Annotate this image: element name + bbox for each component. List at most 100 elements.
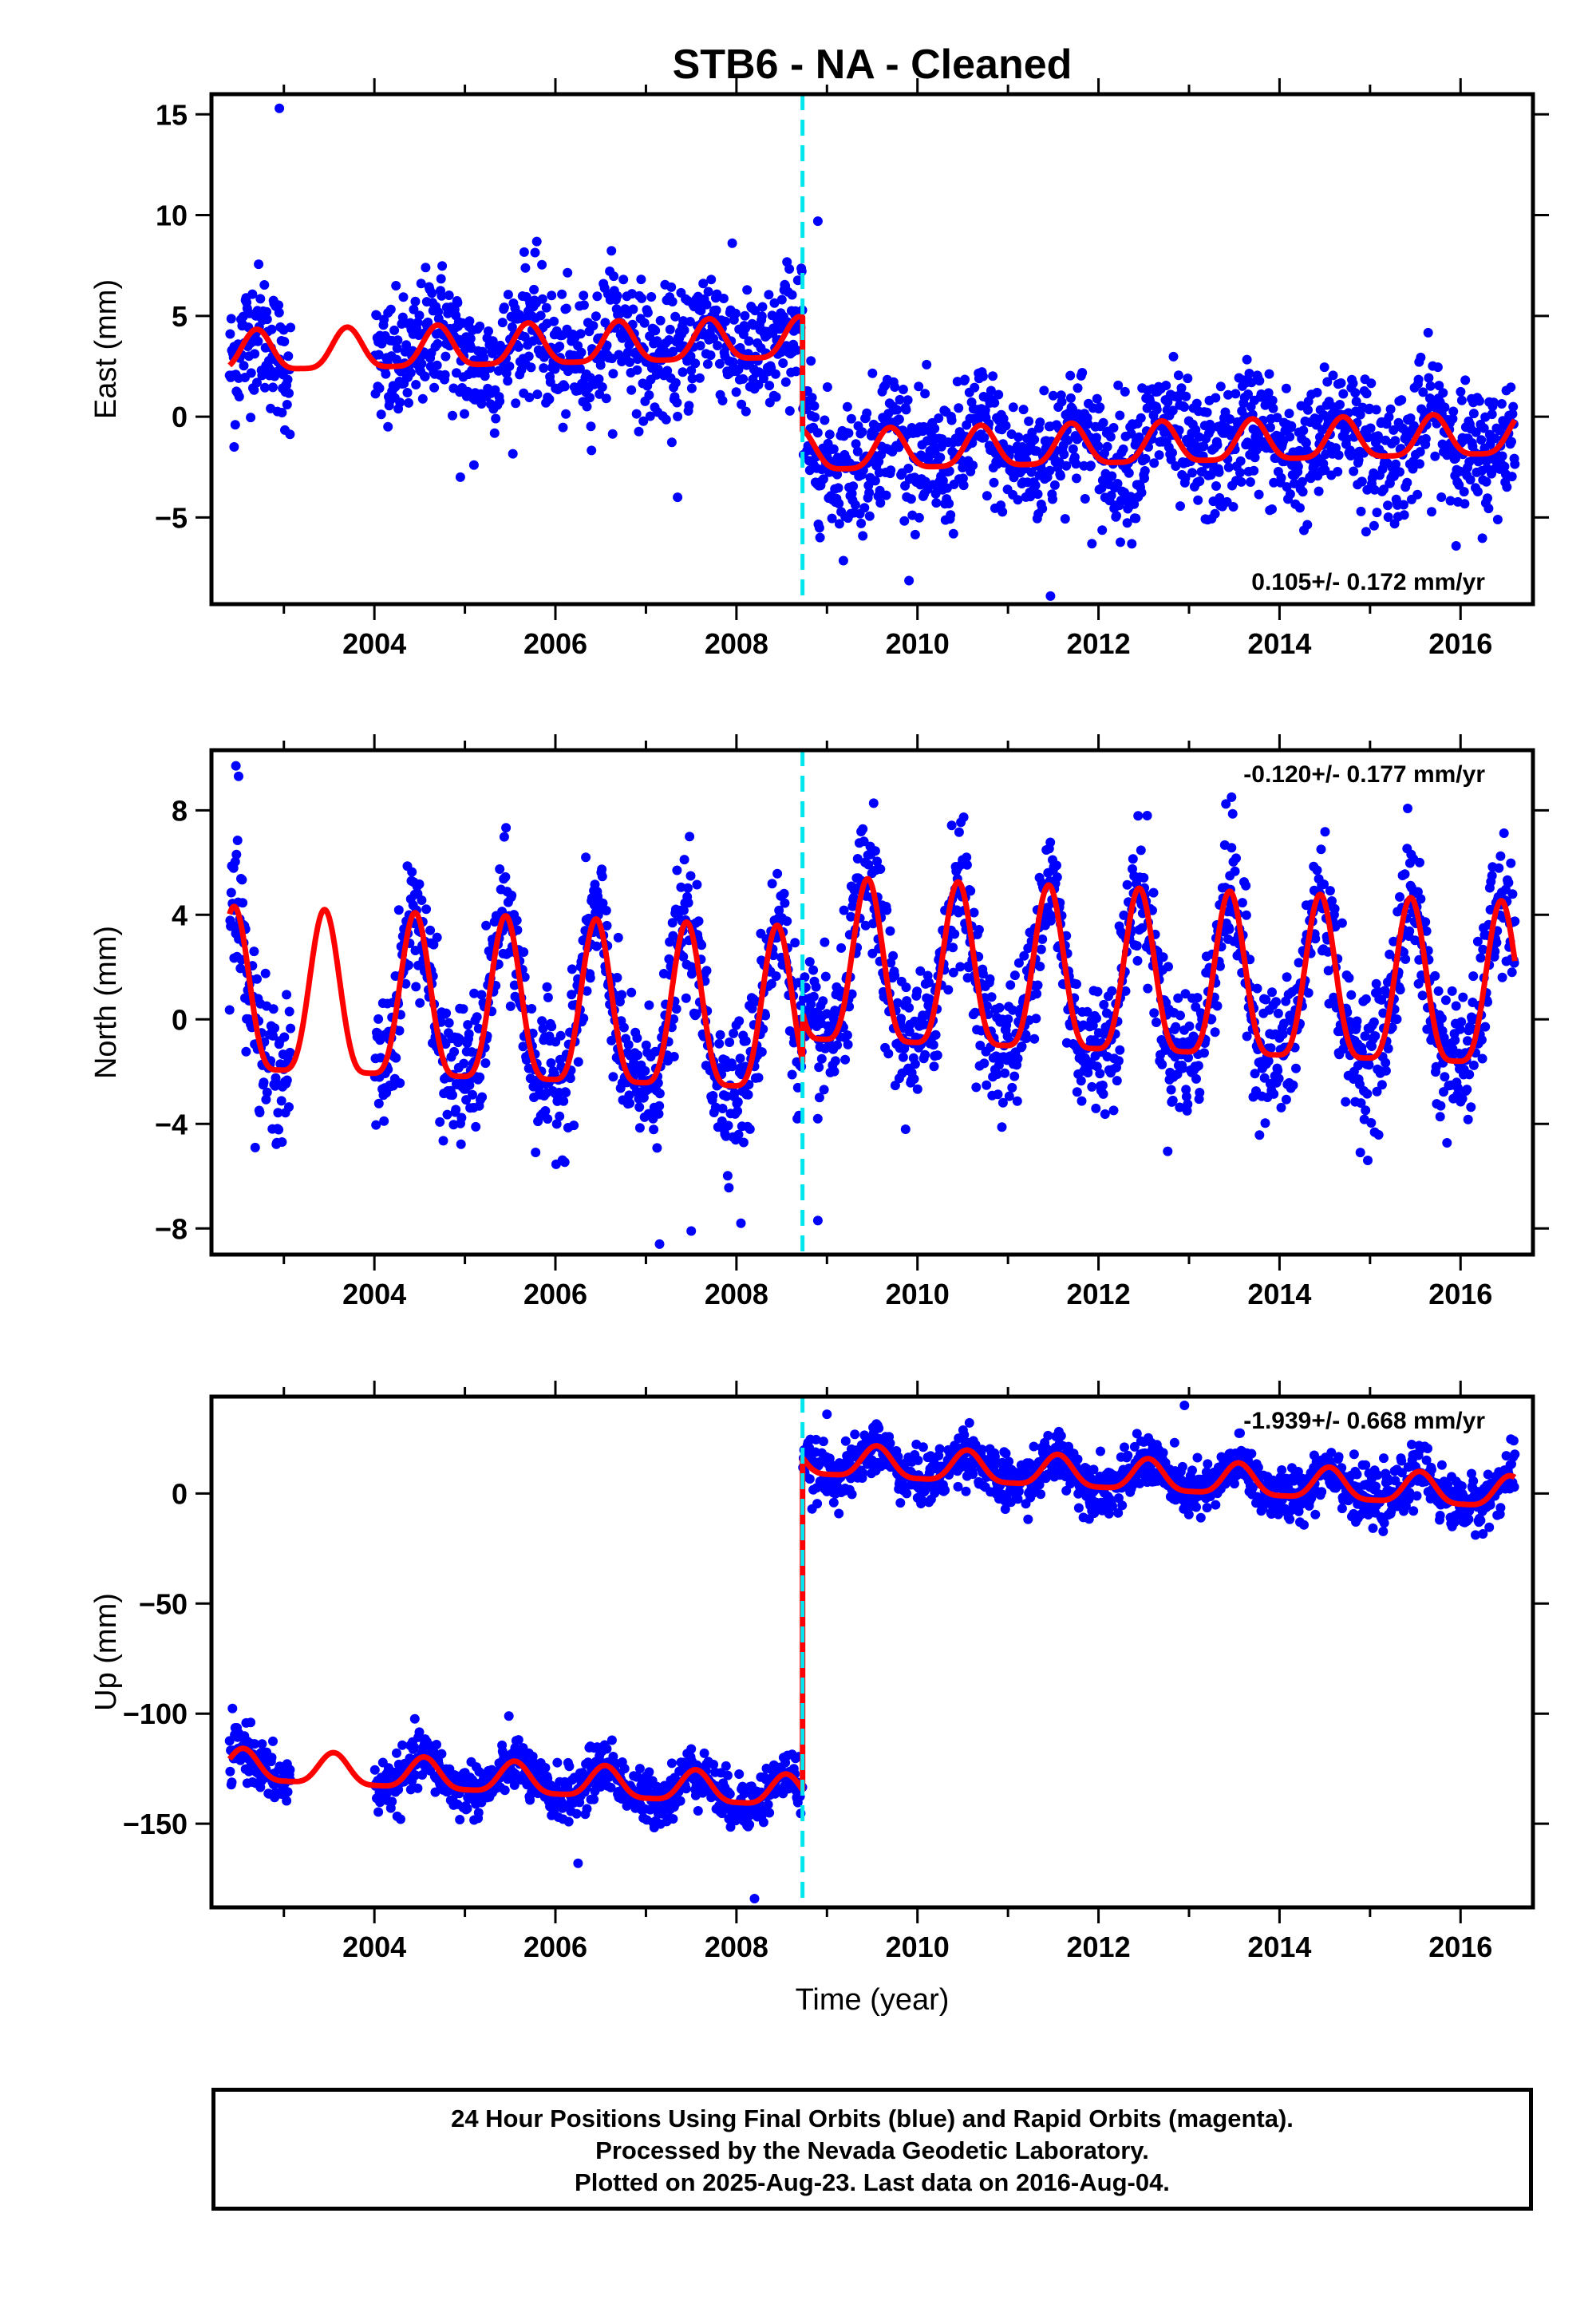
data-point [625, 357, 635, 367]
data-point [642, 307, 653, 318]
data-point [713, 341, 723, 350]
data-point [501, 823, 512, 833]
data-point [1059, 449, 1069, 460]
data-point [540, 1106, 551, 1116]
data-point [259, 1077, 269, 1088]
data-point [678, 905, 689, 915]
data-point [1369, 1017, 1379, 1027]
data-point [1033, 980, 1043, 990]
data-point [497, 318, 508, 328]
data-point [903, 464, 914, 473]
data-point [808, 965, 819, 975]
data-point [1273, 1065, 1283, 1076]
data-point [634, 1123, 645, 1133]
data-point [1337, 918, 1347, 928]
data-point [1378, 1008, 1389, 1018]
data-point [537, 259, 547, 270]
data-point [1291, 1063, 1301, 1073]
data-point [974, 925, 984, 935]
data-point [1383, 1043, 1393, 1053]
data-point [912, 1084, 922, 1094]
data-point [579, 290, 589, 301]
data-point [1436, 492, 1447, 502]
data-point [1490, 433, 1500, 444]
data-point [1468, 1060, 1479, 1070]
data-point [531, 1148, 541, 1157]
data-point [373, 1014, 384, 1024]
data-point [402, 388, 413, 397]
data-point [1140, 453, 1151, 464]
data-point [481, 920, 492, 931]
data-point [513, 1735, 523, 1745]
data-point [868, 798, 879, 808]
data-point [427, 288, 437, 298]
data-point [640, 1065, 650, 1076]
data-point [1250, 1069, 1260, 1079]
data-point [1440, 995, 1451, 1006]
data-point [948, 528, 958, 539]
data-point [1369, 484, 1380, 495]
data-point [573, 1057, 583, 1067]
data-point [1436, 1014, 1447, 1024]
outlier-point [275, 103, 285, 113]
data-point [537, 294, 547, 304]
data-point [586, 421, 596, 432]
data-point [495, 864, 505, 874]
outlier-point [455, 472, 465, 482]
data-point [904, 1026, 915, 1037]
data-point [792, 345, 802, 355]
data-point [1263, 1056, 1274, 1066]
data-point [770, 369, 780, 379]
data-point [561, 409, 571, 419]
data-points [224, 761, 1520, 1249]
data-point [1413, 374, 1424, 385]
data-point [1236, 476, 1246, 487]
data-point [1506, 382, 1516, 393]
data-point [1149, 1008, 1159, 1018]
data-point [1366, 1118, 1377, 1128]
data-point [1365, 423, 1376, 433]
data-point [1267, 987, 1277, 998]
data-point [1475, 396, 1484, 406]
data-point [909, 1074, 919, 1084]
data-point [780, 377, 791, 387]
data-point [458, 1004, 468, 1014]
data-point [567, 990, 577, 1000]
data-point [784, 264, 795, 274]
data-point [815, 532, 825, 543]
data-point [920, 476, 930, 487]
data-point [882, 905, 892, 915]
data-point [792, 275, 803, 286]
data-point [230, 420, 240, 430]
data-point [452, 298, 463, 308]
data-point [440, 370, 450, 380]
data-point [397, 1740, 408, 1750]
data-point [852, 854, 863, 864]
data-point [1442, 1138, 1452, 1148]
data-point [998, 1097, 1008, 1108]
data-point [944, 466, 954, 476]
data-point [934, 413, 944, 423]
data-point [1495, 851, 1506, 861]
data-point [1435, 1112, 1445, 1122]
data-point [268, 382, 278, 393]
data-point [898, 1052, 908, 1062]
data-point [282, 400, 292, 409]
data-point [559, 1157, 570, 1168]
data-point [585, 973, 595, 983]
data-point [852, 446, 863, 456]
data-point [971, 1082, 982, 1093]
data-point [886, 465, 896, 476]
data-point [591, 941, 602, 951]
data-point [870, 476, 880, 486]
data-point [451, 1105, 461, 1115]
data-point [274, 307, 284, 318]
data-point [839, 905, 849, 915]
data-point [1063, 435, 1073, 445]
data-point [495, 396, 505, 406]
data-point [1278, 1030, 1288, 1039]
data-point [398, 292, 409, 302]
data-point [696, 306, 706, 316]
data-point [1214, 467, 1224, 477]
data-point [1496, 399, 1507, 409]
